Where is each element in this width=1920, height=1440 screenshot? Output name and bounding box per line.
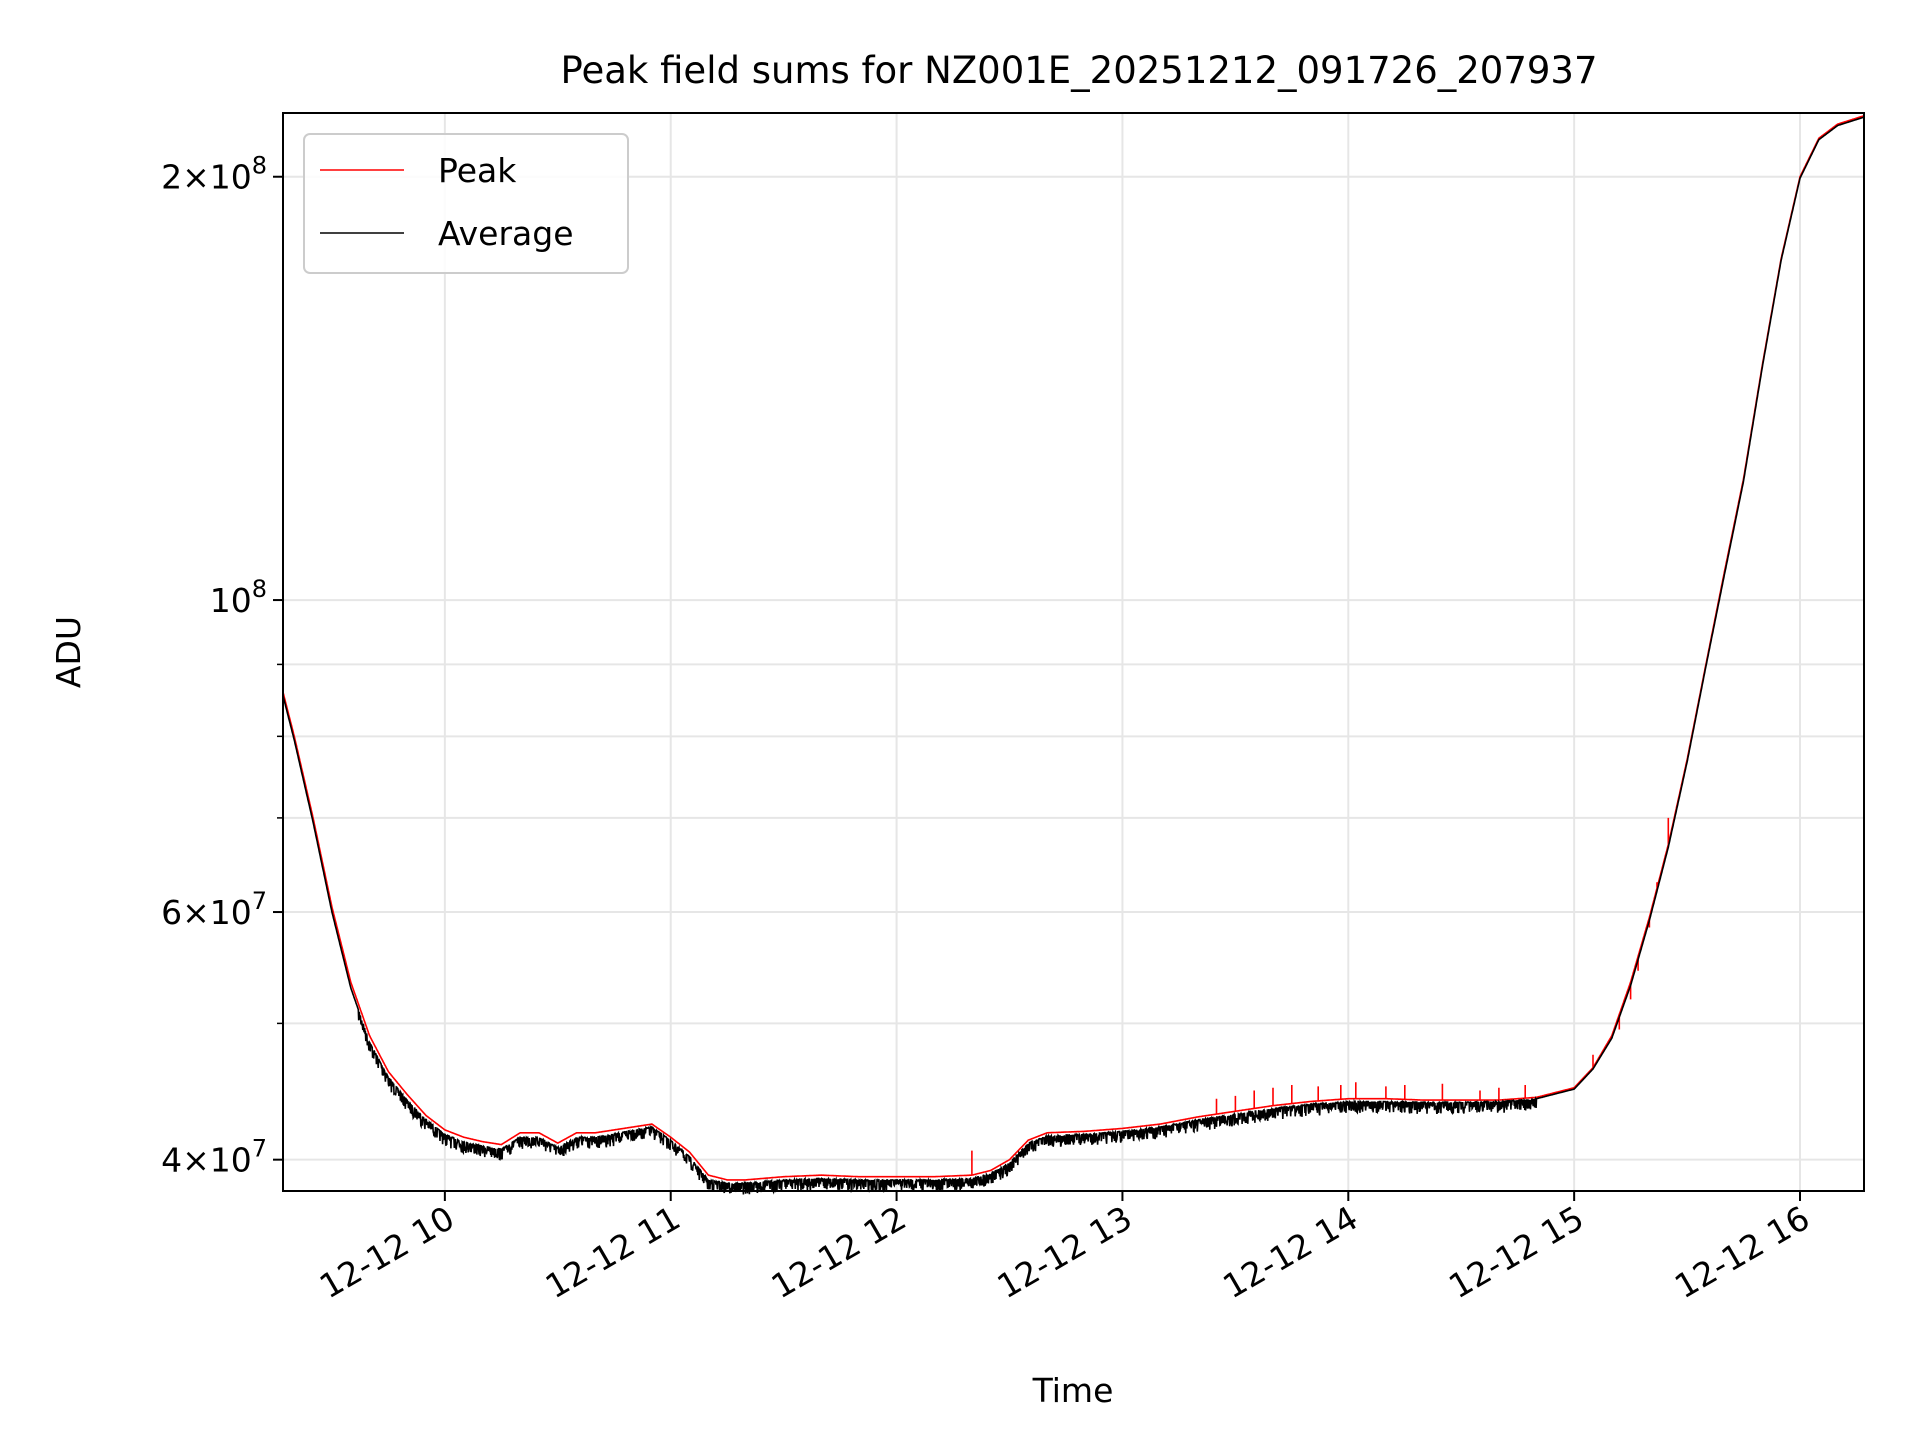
chart-title: Peak field sums for NZ001E_20251212_0917… [561, 49, 1598, 92]
plot-frame [282, 112, 1865, 1192]
legend-box [303, 133, 629, 274]
x-axis-label: Time [1032, 1371, 1114, 1410]
legend-average-label: Average [438, 214, 574, 253]
plot-area [282, 115, 1865, 1195]
y-tick-label: 108 [210, 575, 267, 620]
y-tick-label: 4×107 [161, 1135, 267, 1180]
y-axis-label: ADU [49, 616, 88, 688]
series-line-average [282, 116, 1865, 1195]
grid [283, 113, 1864, 1191]
legend: Peak Average [303, 133, 629, 274]
legend-peak-label: Peak [438, 151, 517, 190]
y-tick-label: 2×108 [161, 152, 267, 197]
y-tick-label: 6×107 [161, 887, 267, 932]
